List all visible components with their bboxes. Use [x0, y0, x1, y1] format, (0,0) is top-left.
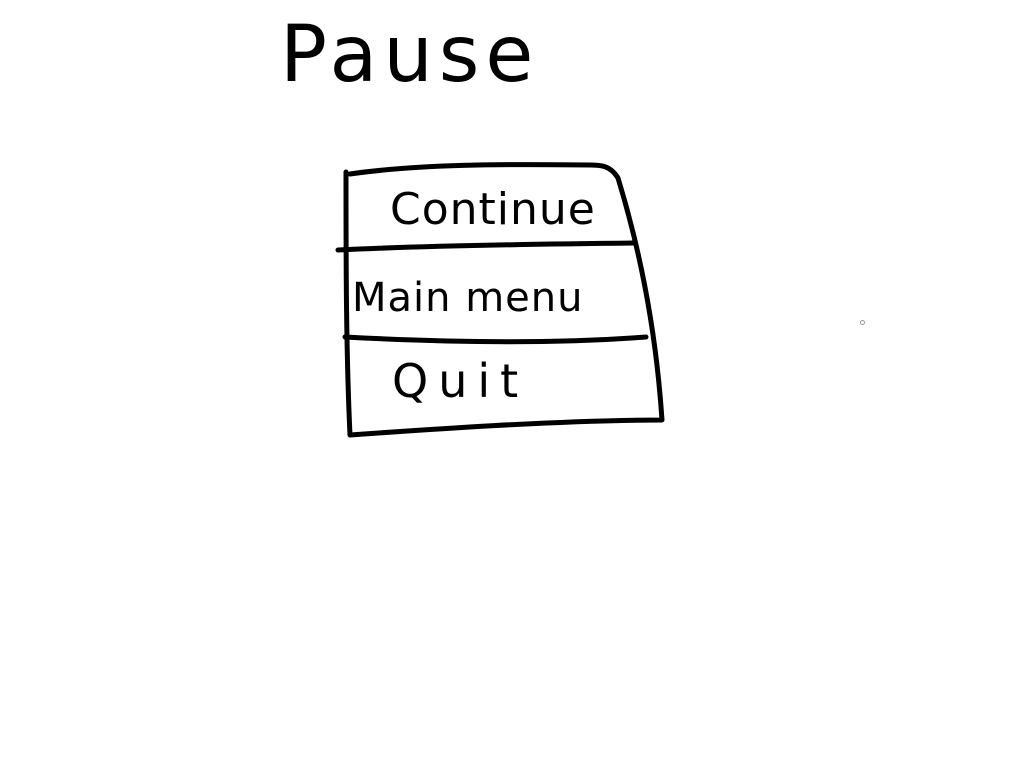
menu-divider-1: [335, 240, 637, 253]
pause-title: Pause: [280, 10, 540, 100]
quit-label[interactable]: Quit: [392, 354, 529, 408]
menu-box-outline: [343, 162, 665, 438]
menu-divider-2: [342, 334, 649, 345]
main-menu-label[interactable]: Main menu: [352, 275, 584, 321]
stray-dot: [860, 320, 865, 325]
continue-label[interactable]: Continue: [390, 184, 596, 235]
